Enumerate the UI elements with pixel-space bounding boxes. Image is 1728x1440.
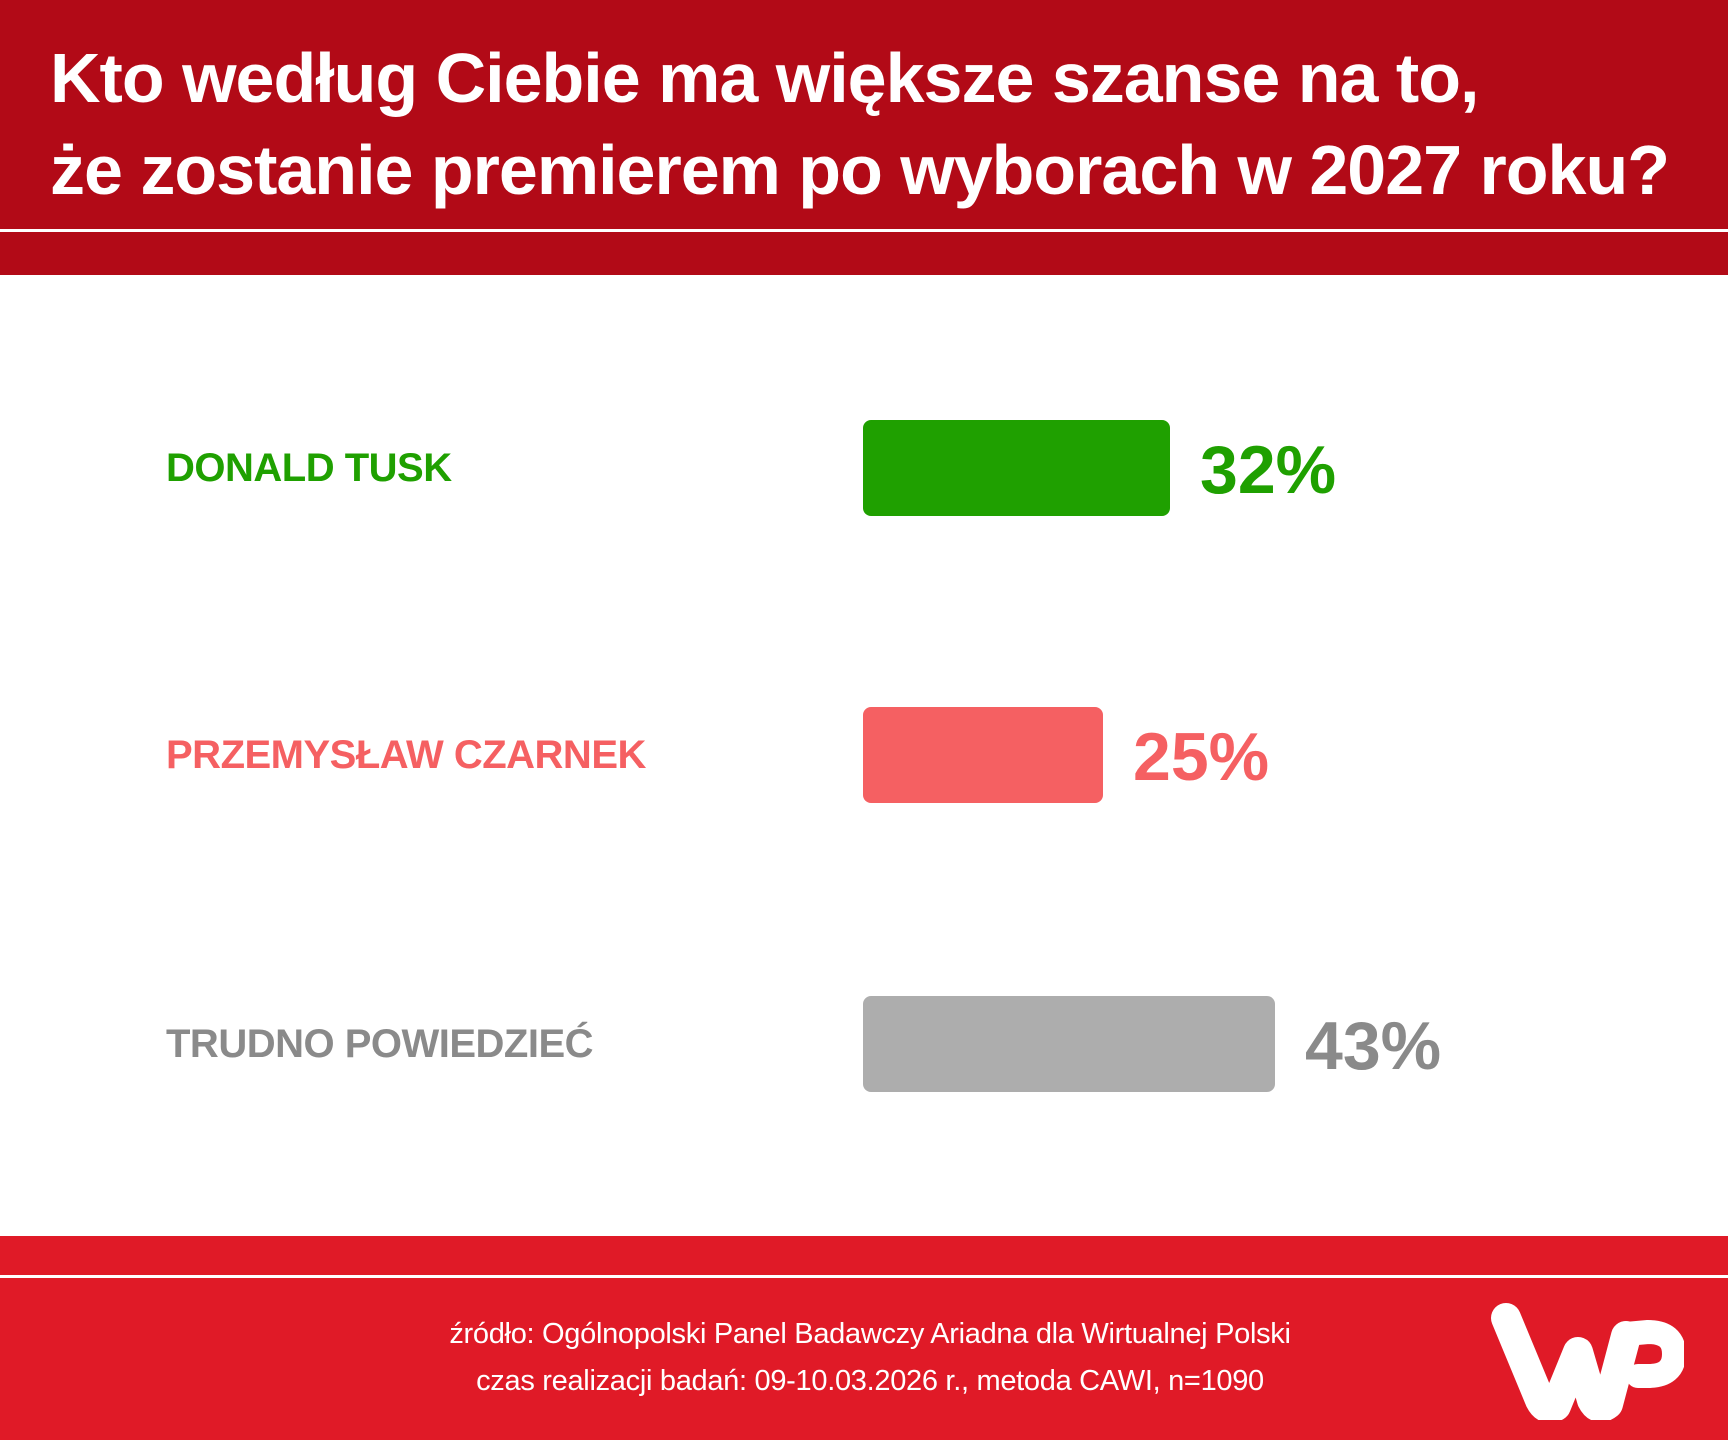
bar-row-donald-tusk: DONALD TUSK 32% bbox=[0, 420, 1728, 516]
bar bbox=[863, 707, 1103, 803]
bar-label: TRUDNO POWIEDZIEĆ bbox=[166, 1022, 594, 1066]
source-note: źródło: Ogólnopolski Panel Badawczy Aria… bbox=[449, 1318, 1291, 1350]
bar bbox=[863, 420, 1170, 516]
bar bbox=[863, 996, 1275, 1092]
bar-value: 32% bbox=[1200, 432, 1337, 508]
bar-row-przemyslaw-czarnek: PRZEMYSŁAW CZARNEK 25% bbox=[0, 707, 1728, 803]
chart-title: Kto według Ciebie ma większe szanse na t… bbox=[50, 32, 1670, 216]
title-line-2: że zostanie premierem po wyborach w 2027… bbox=[50, 131, 1670, 209]
bar-label: DONALD TUSK bbox=[166, 446, 452, 490]
bar-value: 25% bbox=[1133, 719, 1270, 795]
wp-logo-icon bbox=[1491, 1303, 1684, 1420]
footer: źródło: Ogólnopolski Panel Badawczy Aria… bbox=[0, 1236, 1728, 1440]
header: Kto według Ciebie ma większe szanse na t… bbox=[0, 0, 1728, 275]
footer-divider bbox=[0, 1275, 1728, 1278]
header-divider bbox=[0, 229, 1728, 232]
title-line-1: Kto według Ciebie ma większe szanse na t… bbox=[50, 39, 1479, 117]
bar-value: 43% bbox=[1305, 1008, 1442, 1084]
bar-label: PRZEMYSŁAW CZARNEK bbox=[166, 733, 646, 777]
method-note: czas realizacji badań: 09-10.03.2026 r.,… bbox=[476, 1365, 1264, 1397]
bar-row-trudno-powiedziec: TRUDNO POWIEDZIEĆ 43% bbox=[0, 996, 1728, 1092]
